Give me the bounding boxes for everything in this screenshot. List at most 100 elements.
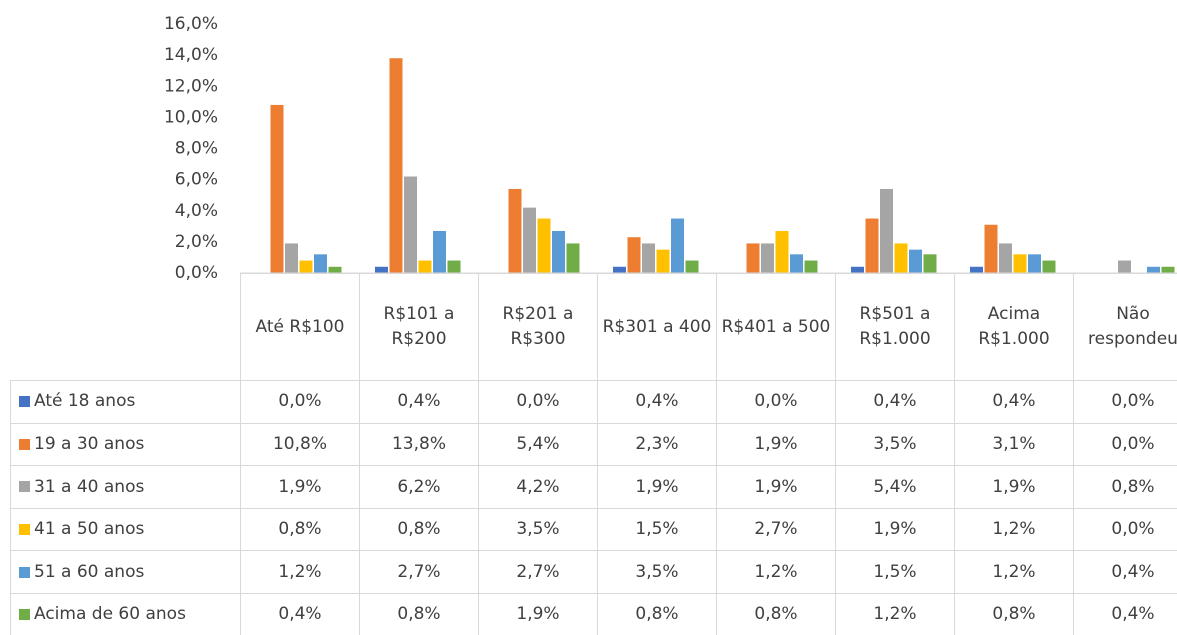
- value-label: 0,8%: [954, 593, 1074, 635]
- legend-entry: Acima de 60 anos: [10, 593, 241, 635]
- value-label: 0,8%: [240, 507, 360, 552]
- bar: [775, 230, 789, 273]
- bar: [909, 249, 922, 273]
- value-label: 0,0%: [240, 380, 360, 424]
- legend-key: [19, 609, 30, 621]
- value-label: 1,9%: [478, 593, 598, 635]
- legend-label: 51 a 60 anos: [34, 561, 145, 582]
- legend-label: 41 a 50 anos: [34, 519, 145, 540]
- bar: [314, 254, 327, 273]
- bar: [1042, 260, 1056, 273]
- value-label: 0,4%: [1073, 593, 1177, 635]
- value-label: 0,8%: [716, 593, 836, 635]
- value-label: 0,4%: [240, 593, 360, 635]
- value-label: 3,1%: [954, 422, 1074, 467]
- legend-entry: Até 18 anos: [10, 380, 241, 424]
- bar: [627, 237, 641, 273]
- value-label: 1,9%: [597, 465, 717, 509]
- y-tick-label: 10,0%: [164, 107, 218, 127]
- legend-key: [19, 396, 30, 408]
- bar: [508, 188, 522, 273]
- y-tick-label: 0,0%: [175, 263, 218, 283]
- bar: [671, 218, 684, 273]
- value-label: 1,5%: [597, 507, 717, 552]
- bar: [285, 243, 298, 273]
- bar: [418, 260, 432, 273]
- bar: [865, 218, 879, 273]
- category-label: R$501 a R$1.000: [835, 273, 955, 381]
- value-label: 0,8%: [359, 593, 479, 635]
- value-label: 1,9%: [954, 465, 1074, 509]
- bar: [880, 188, 893, 273]
- bar: [328, 266, 342, 273]
- value-label: 0,8%: [359, 507, 479, 552]
- bar: [566, 243, 580, 273]
- bar: [790, 254, 803, 273]
- value-label: 0,4%: [954, 380, 1074, 424]
- value-label: 3,5%: [478, 507, 598, 552]
- value-label: 5,4%: [478, 422, 598, 467]
- bar: [923, 254, 937, 273]
- value-label: 1,2%: [954, 507, 1074, 552]
- bar: [894, 243, 908, 273]
- bar: [804, 260, 818, 273]
- bar: [299, 260, 313, 273]
- bar: [642, 243, 655, 273]
- value-label: 4,2%: [478, 465, 598, 509]
- category-label: Não respondeu: [1073, 273, 1177, 381]
- bar: [746, 243, 760, 273]
- y-tick-label: 12,0%: [164, 76, 218, 96]
- value-label: 1,9%: [716, 465, 836, 509]
- bar: [375, 266, 388, 273]
- y-tick-label: 6,0%: [175, 170, 218, 190]
- bar: [1147, 266, 1160, 273]
- category-label: R$401 a 500: [716, 273, 836, 381]
- value-label: 2,7%: [359, 550, 479, 594]
- bar: [970, 266, 983, 273]
- legend-entry: 51 a 60 anos: [10, 550, 241, 594]
- value-label: 0,0%: [478, 380, 598, 424]
- value-label: 0,0%: [1073, 422, 1177, 467]
- legend-key: [19, 566, 30, 578]
- value-label: 0,4%: [597, 380, 717, 424]
- legend-entry: 41 a 50 anos: [10, 507, 241, 552]
- value-label: 0,4%: [1073, 550, 1177, 594]
- bar: [613, 266, 626, 273]
- bar: [851, 266, 864, 273]
- bar: [1013, 254, 1027, 273]
- bar: [537, 218, 551, 273]
- value-label: 1,2%: [240, 550, 360, 594]
- value-label: 0,4%: [835, 380, 955, 424]
- bar: [1161, 266, 1175, 273]
- category-label: R$301 a 400: [597, 273, 717, 381]
- y-tick-label: 2,0%: [175, 232, 218, 252]
- bar: [656, 249, 670, 273]
- bar: [1118, 260, 1131, 273]
- value-label: 1,2%: [716, 550, 836, 594]
- value-label: 13,8%: [359, 422, 479, 467]
- value-label: 2,3%: [597, 422, 717, 467]
- category-label: R$201 a R$300: [478, 273, 598, 381]
- category-label: R$101 a R$200: [359, 273, 479, 381]
- legend-entry: 19 a 30 anos: [10, 422, 241, 467]
- value-label: 5,4%: [835, 465, 955, 509]
- y-tick-label: 14,0%: [164, 45, 218, 65]
- value-label: 0,0%: [716, 380, 836, 424]
- bar: [433, 230, 446, 273]
- value-label: 1,9%: [240, 465, 360, 509]
- y-tick-label: 4,0%: [175, 201, 218, 221]
- value-label: 0,8%: [1073, 465, 1177, 509]
- value-label: 1,9%: [716, 422, 836, 467]
- bar: [447, 260, 461, 273]
- bar: [999, 243, 1012, 273]
- category-label: Acima R$1.000: [954, 273, 1074, 381]
- bar: [685, 260, 699, 273]
- value-label: 2,7%: [716, 507, 836, 552]
- legend-label: 31 a 40 anos: [34, 476, 145, 497]
- value-label: 3,5%: [597, 550, 717, 594]
- y-tick-label: 8,0%: [175, 139, 218, 159]
- legend-label: Acima de 60 anos: [34, 604, 186, 625]
- bar: [523, 207, 536, 273]
- legend-key: [19, 481, 30, 493]
